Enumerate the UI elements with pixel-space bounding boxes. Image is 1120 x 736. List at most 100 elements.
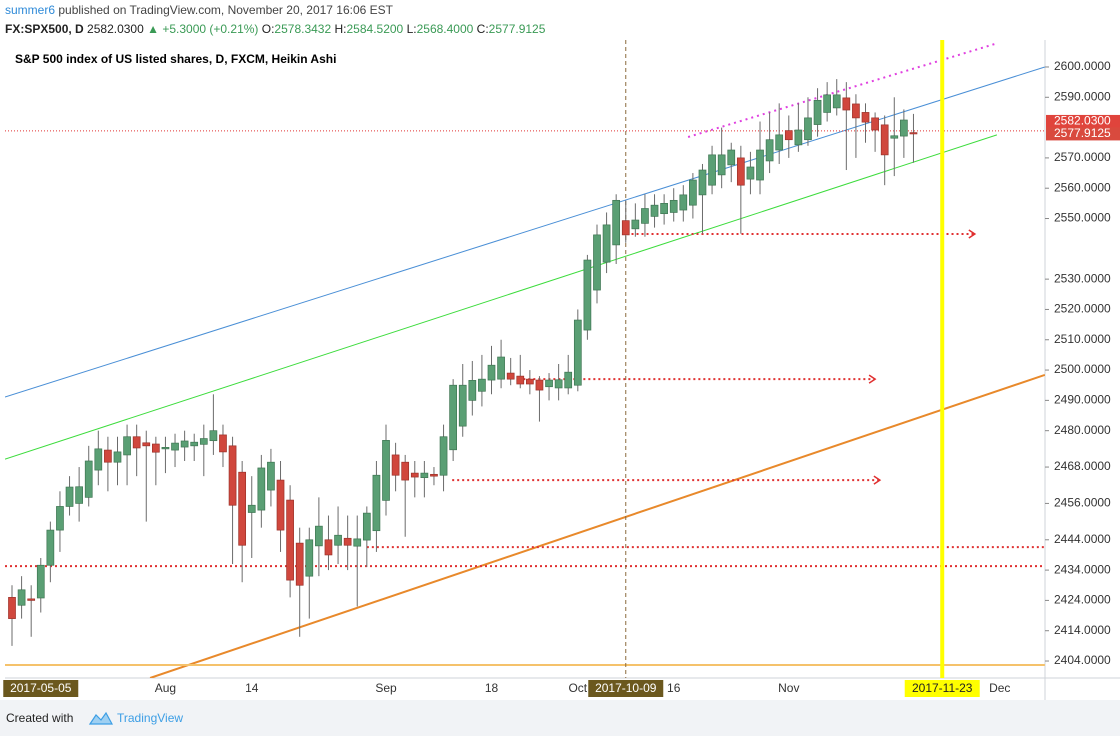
candle-body	[171, 442, 179, 451]
symbol: FX:SPX500, D	[5, 22, 84, 36]
candle-body	[8, 597, 16, 619]
y-tick-label: 2530.0000	[1054, 271, 1111, 285]
x-tick-label: Oct	[568, 681, 587, 695]
candle-body	[94, 448, 103, 471]
candle-body	[17, 589, 26, 606]
quote-line: FX:SPX500, D 2582.0300 ▲ +5.3000 (+0.21%…	[5, 22, 545, 36]
candle-body	[554, 379, 563, 389]
candle-body	[56, 506, 64, 531]
candle-body	[669, 199, 678, 213]
candle-body	[439, 436, 448, 476]
candle-body	[104, 449, 112, 463]
price-label: 2582.0300	[1054, 114, 1111, 128]
candle-body	[27, 598, 36, 601]
plot-area	[5, 40, 1045, 678]
x-marker-box	[588, 680, 664, 697]
candle-body	[698, 169, 707, 196]
candle-body	[362, 512, 371, 541]
candle-body	[689, 179, 697, 206]
candle-body	[449, 384, 457, 451]
candle-body	[401, 461, 410, 481]
candle-body	[736, 157, 745, 186]
candle-body	[775, 134, 784, 151]
candle-body	[526, 378, 534, 385]
candle-body	[113, 451, 122, 463]
candle-body	[46, 529, 55, 566]
candle-body	[36, 564, 45, 599]
author[interactable]: summer6	[5, 3, 56, 17]
logo[interactable]	[86, 709, 114, 727]
candle-body	[478, 378, 486, 392]
ohlc-key: L:	[406, 22, 417, 36]
candle-body	[852, 103, 860, 119]
y-tick-label: 2490.0000	[1054, 393, 1111, 407]
candle-body	[842, 97, 851, 111]
candle-body	[161, 447, 170, 450]
candle-body	[180, 440, 189, 448]
candle-body	[650, 204, 659, 217]
x-marker-box	[3, 680, 79, 697]
candle-body	[516, 375, 525, 385]
candle-body	[861, 112, 870, 123]
price-label-box	[1046, 114, 1120, 128]
candle-body	[717, 154, 726, 176]
candle-body	[909, 132, 918, 135]
y-tick-label: 2424.0000	[1054, 593, 1111, 607]
candle-body	[621, 220, 630, 236]
y-tick-label: 2456.0000	[1054, 496, 1111, 510]
x-tick-label: Dec	[989, 681, 1010, 695]
candle-body	[238, 471, 247, 546]
y-tick-label: 2468.0000	[1054, 459, 1111, 473]
price-label-box	[1046, 127, 1120, 141]
change: ▲ +5.3000 (+0.21%)	[147, 22, 259, 36]
publish-line: summer6 published on TradingView.com, No…	[5, 3, 393, 17]
footer: Created with TradingView	[0, 700, 1120, 736]
candle-body	[458, 384, 467, 427]
y-tick-label: 2444.0000	[1054, 532, 1111, 546]
chart: S&P 500 index of US listed shares, D, FX…	[3, 40, 1120, 700]
x-tick-label: Aug	[155, 681, 176, 695]
brand[interactable]: TradingView	[117, 711, 184, 725]
candle-body	[391, 454, 400, 476]
candle-body	[209, 430, 218, 442]
candle-body	[813, 99, 822, 125]
candle-body	[756, 149, 764, 181]
candle-body	[142, 442, 151, 447]
candle-body	[746, 166, 755, 180]
arrow-head	[873, 475, 882, 485]
candle-body	[564, 371, 573, 389]
candle-body	[832, 94, 841, 109]
candle-body	[343, 537, 352, 546]
candle-body	[372, 474, 381, 532]
candle-body	[267, 461, 275, 491]
candle-body	[305, 539, 314, 577]
candle-body	[660, 203, 668, 215]
candle-body	[257, 467, 266, 511]
candle-body	[219, 434, 227, 453]
candle-body	[315, 525, 323, 547]
y-tick-label: 2550.0000	[1054, 211, 1111, 225]
candle-body	[497, 356, 505, 380]
candle-body	[410, 472, 419, 478]
candle-body	[804, 117, 812, 141]
chart-pane	[5, 40, 1045, 678]
candle-body	[823, 94, 832, 113]
candle-body	[199, 438, 208, 445]
y-tick-label: 2590.0000	[1054, 89, 1111, 103]
candle-body	[679, 194, 688, 211]
candle-body	[228, 445, 237, 506]
last-price: 2582.0300	[87, 22, 144, 36]
candle-body	[487, 364, 496, 381]
candle-body	[631, 219, 640, 230]
candle-body	[583, 259, 592, 331]
candle-body	[468, 380, 477, 401]
trend-line	[5, 134, 998, 460]
candle-body	[535, 379, 544, 391]
candle-body	[612, 199, 621, 246]
y-tick-label: 2520.0000	[1054, 302, 1111, 316]
ohlc-value: 2578.3432	[274, 22, 332, 36]
candle-body	[65, 486, 74, 507]
y-tick-label: 2600.0000	[1054, 59, 1111, 73]
candle-body	[334, 534, 342, 546]
candle-body	[506, 372, 515, 380]
